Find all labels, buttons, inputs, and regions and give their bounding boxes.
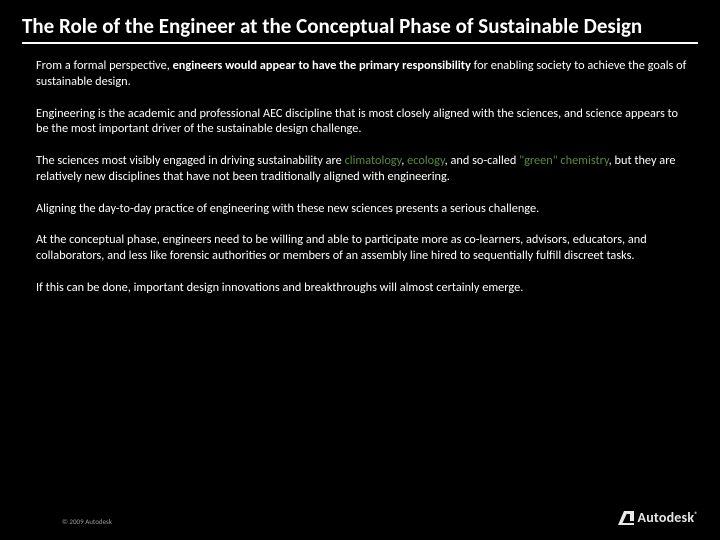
slide: The Role of the Engineer at the Conceptu… [0,0,720,540]
p3-green-ecology: ecology [407,153,445,168]
autodesk-logo-text: Autodesk® [638,509,698,526]
paragraph-1: From a formal perspective, engineers wou… [36,58,692,89]
copyright-text: © 2009 Autodesk [62,517,112,526]
paragraph-6: If this can be done, important design in… [36,280,692,296]
p1-text-bold: engineers would appear to have the prima… [173,58,474,73]
p1-text-pre: From a formal perspective, [36,58,173,73]
autodesk-logo-icon [618,511,634,525]
title-underline [22,42,698,44]
slide-body: From a formal perspective, engineers wou… [22,58,698,295]
paragraph-2: Engineering is the academic and professi… [36,106,692,137]
p3-green-chemistry: "green" chemistry [519,153,609,168]
slide-title: The Role of the Engineer at the Conceptu… [22,14,698,38]
p3-green-climatology: climatology [345,153,402,168]
footer: © 2009 Autodesk Autodesk® [0,509,720,526]
paragraph-3: The sciences most visibly engaged in dri… [36,153,692,184]
p3-c: , and so-called [445,153,520,168]
p3-a: The sciences most visibly engaged in dri… [36,153,345,168]
paragraph-4: Aligning the day-to-day practice of engi… [36,201,692,217]
registered-mark: ® [694,509,698,518]
logo-word: Autodesk [638,509,695,526]
autodesk-logo: Autodesk® [618,509,698,526]
paragraph-5: At the conceptual phase, engineers need … [36,232,692,263]
